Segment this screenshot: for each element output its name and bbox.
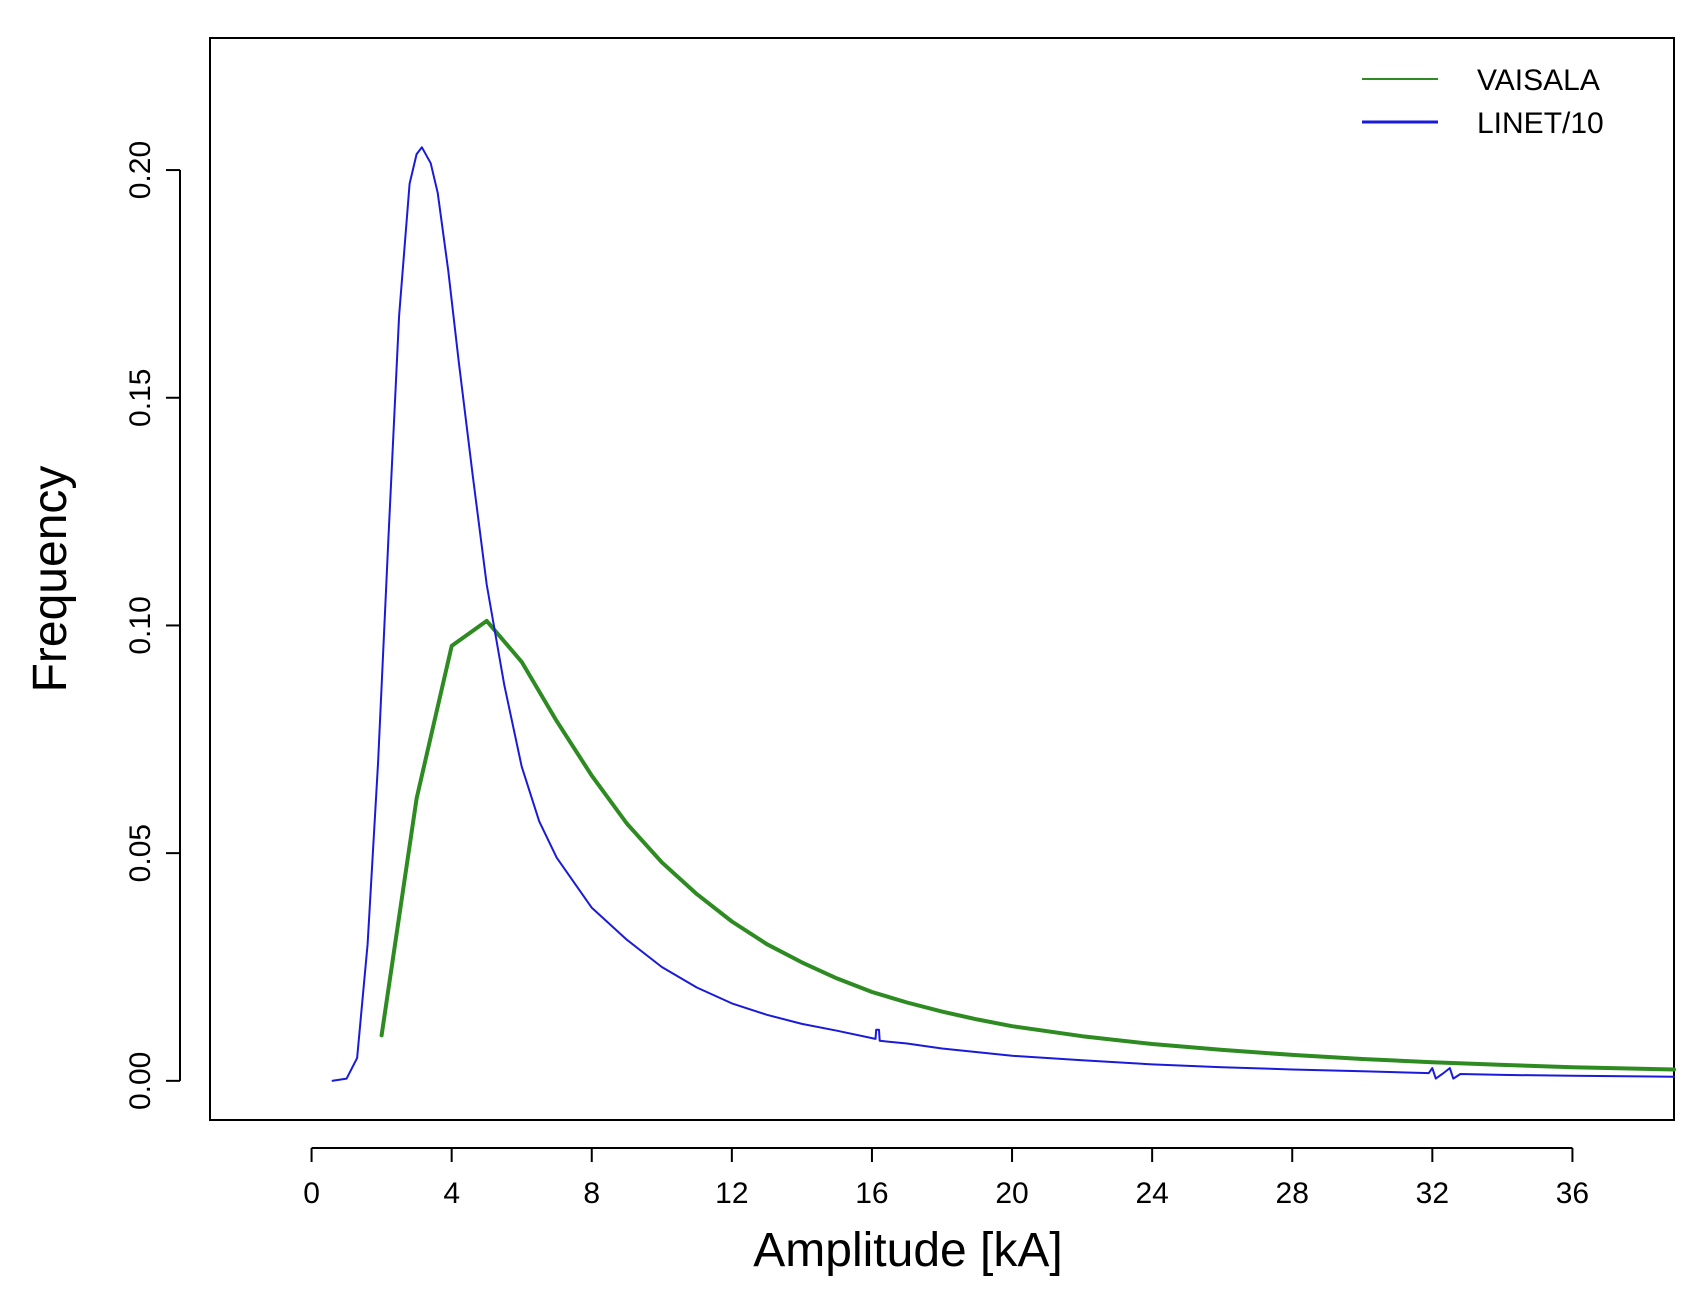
y-tick-label-0.00: 0.00 [124,1052,157,1110]
legend: VAISALA LINET/10 [1362,64,1604,140]
series-layer [331,146,1676,1082]
y-tick-label-0.20: 0.20 [124,141,157,199]
x-tick-label-36: 36 [1556,1177,1589,1210]
series-line-linet-10 [331,146,1675,1082]
x-tick-label-24: 24 [1135,1177,1168,1210]
x-tick-label-4: 4 [443,1177,460,1210]
y-tick-label-0.10: 0.10 [124,596,157,654]
x-tick-label-32: 32 [1416,1177,1449,1210]
plot-frame [209,37,1675,1121]
y-tick-label-0.15: 0.15 [124,369,157,427]
x-tick-label-8: 8 [583,1177,600,1210]
x-axis: 0 4 8 12 16 20 24 28 32 36 [303,1147,1589,1210]
series-line-vaisala [379,618,1676,1072]
y-tick-label-0.05: 0.05 [124,824,157,882]
x-tick-label-16: 16 [855,1177,888,1210]
x-tick-label-20: 20 [995,1177,1028,1210]
x-tick-label-12: 12 [715,1177,748,1210]
x-tick-label-28: 28 [1276,1177,1309,1210]
x-axis-title: Amplitude [kA] [753,1224,1062,1277]
legend-label-linet: LINET/10 [1477,107,1604,140]
y-axis: 0.00 0.05 0.10 0.15 0.20 [124,141,181,1110]
x-tick-label-0: 0 [303,1177,320,1210]
legend-label-vaisala: VAISALA [1477,64,1600,97]
y-axis-title: Frequency [24,466,77,693]
